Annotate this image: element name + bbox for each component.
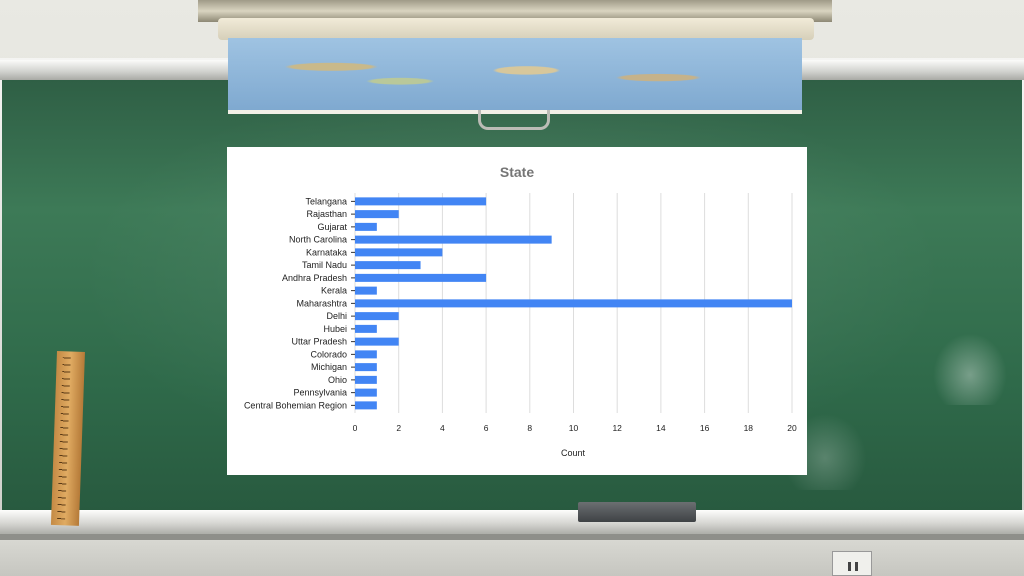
category-label: Colorado bbox=[310, 349, 347, 359]
chalkboard-eraser bbox=[578, 502, 696, 522]
bar bbox=[355, 197, 487, 206]
category-labels: Telangana Rajasthan Gujarat North Carolina K… bbox=[244, 196, 355, 410]
bar bbox=[355, 401, 377, 410]
x-tick-label: 2 bbox=[396, 423, 401, 433]
x-tick-label: 16 bbox=[700, 423, 710, 433]
bar bbox=[355, 312, 399, 321]
x-tick-label: 10 bbox=[569, 423, 579, 433]
bar bbox=[355, 286, 377, 295]
bar bbox=[355, 248, 443, 257]
x-tick-labels: 0 2 4 6 8 10 12 14 16 18 20 bbox=[353, 423, 797, 433]
x-tick-label: 14 bbox=[656, 423, 666, 433]
bars bbox=[355, 197, 792, 410]
bar bbox=[355, 337, 399, 346]
category-label: Rajasthan bbox=[306, 209, 347, 219]
x-axis-title: Count bbox=[561, 448, 586, 458]
x-tick-label: 8 bbox=[527, 423, 532, 433]
chalk-tray-lip bbox=[0, 534, 1024, 540]
bar bbox=[355, 363, 377, 372]
chalk-handprint bbox=[930, 330, 1010, 405]
bar bbox=[355, 210, 399, 219]
category-label: North Carolina bbox=[289, 235, 347, 245]
bar bbox=[355, 273, 487, 282]
chart-title: State bbox=[500, 164, 534, 180]
x-tick-label: 18 bbox=[744, 423, 754, 433]
category-label: Kerala bbox=[321, 286, 347, 296]
x-tick-label: 6 bbox=[484, 423, 489, 433]
power-outlet bbox=[832, 551, 872, 576]
x-tick-label: 4 bbox=[440, 423, 445, 433]
category-label: Maharashtra bbox=[296, 298, 347, 308]
map-pull-handle bbox=[478, 110, 550, 130]
category-label: Uttar Pradesh bbox=[291, 337, 347, 347]
bar bbox=[355, 375, 377, 384]
chalk-tray bbox=[0, 510, 1024, 536]
category-label: Ohio bbox=[328, 375, 347, 385]
category-label: Andhra Pradesh bbox=[282, 273, 347, 283]
x-tick-label: 20 bbox=[787, 423, 797, 433]
category-label: Tamil Nadu bbox=[302, 260, 347, 270]
category-label: Karnataka bbox=[306, 247, 347, 257]
map-roller bbox=[218, 18, 814, 40]
category-label: Telangana bbox=[305, 196, 347, 206]
bar bbox=[355, 350, 377, 359]
category-label: Central Bohemian Region bbox=[244, 400, 347, 410]
bar bbox=[355, 324, 377, 333]
category-label: Gujarat bbox=[317, 222, 347, 232]
bar bbox=[355, 222, 377, 231]
x-tick-label: 0 bbox=[353, 423, 358, 433]
x-tick-label: 12 bbox=[612, 423, 622, 433]
map-housing bbox=[198, 0, 832, 22]
category-label: Pennsylvania bbox=[293, 388, 347, 398]
bar bbox=[355, 388, 377, 397]
bar bbox=[355, 235, 552, 244]
category-label: Hubei bbox=[323, 324, 347, 334]
bar bbox=[355, 299, 792, 308]
bar bbox=[355, 261, 421, 270]
pull-down-world-map bbox=[228, 38, 802, 114]
category-label: Michigan bbox=[311, 362, 347, 372]
category-label: Delhi bbox=[326, 311, 347, 321]
chart-card: State Telangana Rajasthan Gujarat North Car… bbox=[227, 147, 807, 475]
state-bar-chart: State Telangana Rajasthan Gujarat North Car… bbox=[244, 164, 797, 458]
